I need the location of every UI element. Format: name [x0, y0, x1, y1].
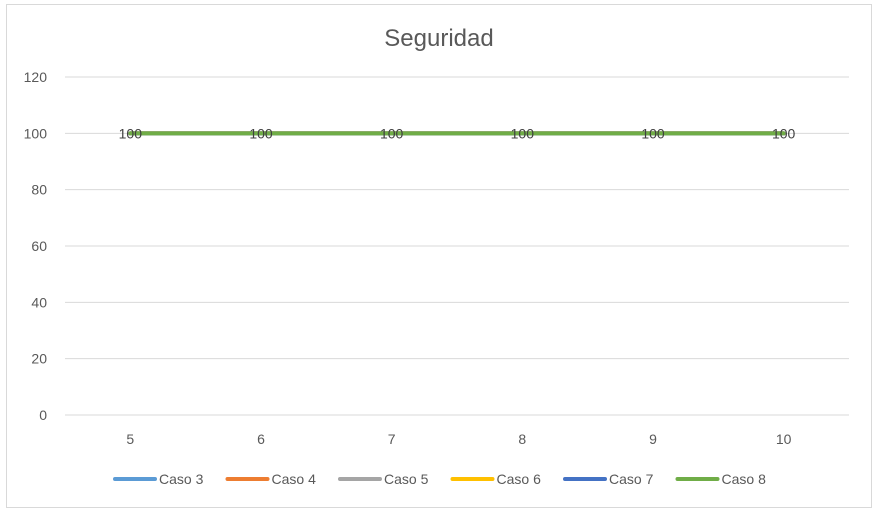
x-tick-label: 7 — [388, 431, 396, 447]
y-tick-label: 120 — [24, 69, 48, 85]
y-tick-label: 40 — [31, 294, 47, 310]
legend-label: Caso 4 — [272, 471, 317, 487]
x-tick-label: 8 — [518, 431, 526, 447]
legend-label: Caso 6 — [497, 471, 542, 487]
chart-area — [6, 4, 872, 508]
legend-label: Caso 3 — [159, 471, 204, 487]
legend-label: Caso 5 — [384, 471, 429, 487]
x-tick-label: 9 — [649, 431, 657, 447]
y-tick-label: 0 — [39, 407, 47, 423]
legend-label: Caso 7 — [609, 471, 654, 487]
legend: Caso 3 Caso 4 Caso 5 Caso 6 Caso 7 Caso 8 — [113, 471, 767, 487]
data-label: 100 — [511, 125, 535, 141]
gridlines — [65, 76, 849, 416]
data-label: 100 — [641, 125, 665, 141]
y-tick-label: 80 — [31, 182, 47, 198]
legend-label: Caso 8 — [722, 471, 767, 487]
x-tick-label: 10 — [776, 431, 792, 447]
x-tick-label: 6 — [257, 431, 265, 447]
data-label: 100 — [772, 125, 796, 141]
data-label: 100 — [380, 125, 404, 141]
x-axis: 5 6 7 8 9 10 — [126, 431, 791, 447]
data-label: 100 — [119, 125, 143, 141]
y-tick-label: 20 — [31, 351, 47, 367]
x-tick-label: 5 — [126, 431, 134, 447]
data-label: 100 — [249, 125, 273, 141]
y-axis: 0 20 40 60 80 100 120 — [24, 69, 48, 423]
y-tick-label: 100 — [24, 125, 48, 141]
y-tick-label: 60 — [31, 238, 47, 254]
data-labels: 100 100 100 100 100 100 — [119, 125, 796, 141]
chart-title: Seguridad — [384, 25, 493, 52]
